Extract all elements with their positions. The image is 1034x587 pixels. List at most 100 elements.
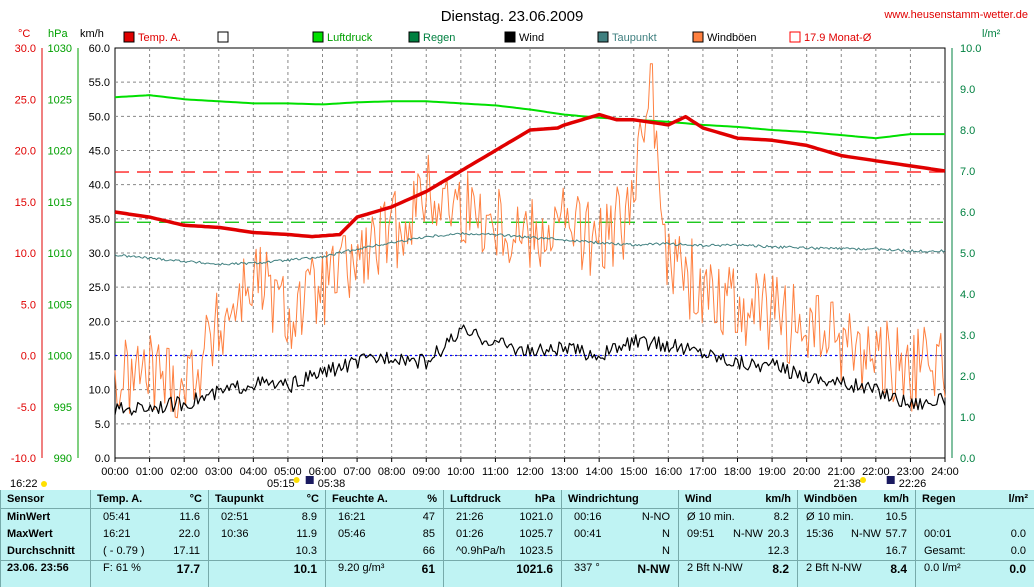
press-tick-label: 1030: [48, 43, 72, 55]
rain-tick-label: 5.0: [960, 248, 975, 260]
time-tick-label: 19:00: [758, 466, 786, 478]
stats-column: Feuchte A.% 16:21 47 05:46 85 66 9.20 g/m³ 61: [325, 490, 443, 587]
sun-marker-icon: [293, 477, 300, 483]
stats-column: Regen l/m² 00:01 0.0 Gesamt: 0.0 0.0 l/m² 0.0: [915, 490, 1034, 587]
stats-value: 8.2: [773, 511, 789, 523]
moon-marker-icon: [886, 476, 895, 484]
sun-time-label: 16:22: [10, 478, 38, 490]
stats-unit: km/h: [765, 493, 791, 505]
wind-unit-label: km/h: [80, 28, 104, 40]
stats-row-label: Durchschnitt: [7, 545, 75, 557]
temp-tick-label: 10.0: [15, 248, 36, 260]
time-tick-label: 01:00: [136, 466, 164, 478]
time-tick-label: 00:00: [101, 466, 129, 478]
stats-value: N: [662, 528, 670, 540]
stats-column: Wind km/h Ø 10 min. 8.2 09:51 N-NW 20.3 12.3 2 B…: [678, 490, 797, 587]
legend-swatch: [789, 31, 801, 43]
sun-time-label: 05:15: [267, 478, 295, 490]
stats-value: 0.0: [1009, 562, 1026, 576]
stats-value: 0.0: [1010, 528, 1026, 540]
legend-swatch: [692, 31, 704, 43]
stats-detail: 9.20 g/m³: [338, 562, 385, 574]
stats-value: 10.5: [885, 511, 907, 523]
stats-detail: F: 61 %: [103, 562, 141, 574]
press-tick-label: 990: [54, 453, 72, 465]
stats-column: Taupunkt °C 02:51 8.9 10:36 11.9 10.3 10.1: [208, 490, 325, 587]
wind-tick-label: 30.0: [89, 248, 110, 260]
temp-tick-label: -10.0: [11, 453, 36, 465]
stats-value: 16.7: [885, 545, 907, 557]
wind-tick-label: 40.0: [89, 180, 110, 192]
stats-detail: 05:46: [338, 528, 366, 540]
rain-tick-label: 0.0: [960, 453, 975, 465]
stats-detail: 05:41: [103, 511, 131, 523]
stats-header: Wind: [685, 493, 712, 505]
press-tick-label: 1000: [48, 351, 72, 363]
stats-column: Windrichtung 00:16 N-NO 00:41 N N 337 ° N-NW: [561, 490, 678, 587]
stats-detail: 0.0 l/m²: [924, 562, 961, 574]
chart-title: Dienstag. 23.06.2009: [441, 8, 584, 25]
time-tick-label: 03:00: [205, 466, 233, 478]
stats-value: N-NO: [641, 511, 670, 523]
stats-detail: 10:36: [221, 528, 249, 540]
sun-time-label: 05:38: [318, 478, 346, 490]
temp-unit-label: °C: [18, 28, 30, 40]
stats-value: 8.4: [890, 562, 907, 576]
legend-label: Luftdruck: [327, 32, 373, 44]
legend-label: Windböen: [707, 32, 757, 44]
time-tick-label: 12:00: [516, 466, 544, 478]
wind-tick-label: 10.0: [89, 385, 110, 397]
rain-tick-label: 3.0: [960, 330, 975, 342]
time-tick-label: 20:00: [793, 466, 821, 478]
time-tick-label: 16:00: [655, 466, 683, 478]
stats-header: Regen: [922, 493, 956, 505]
sun-marker-icon: [860, 477, 867, 483]
stats-detail: 00:16: [574, 511, 602, 523]
press-tick-label: 1015: [48, 197, 72, 209]
stats-detail: 21:26: [456, 511, 484, 523]
stats-header: Windböen: [804, 493, 858, 505]
time-tick-label: 02:00: [170, 466, 198, 478]
series-line-luftdruck: [114, 94, 945, 140]
time-tick-label: 06:00: [309, 466, 337, 478]
chart-legend: Temp. A. Luftdruck Regen Wind Taupunkt Windbö…: [123, 31, 872, 44]
press-tick-label: 1020: [48, 146, 72, 158]
legend-swatch: [408, 31, 420, 43]
time-tick-label: 18:00: [724, 466, 752, 478]
stats-value: 10.3: [295, 545, 317, 557]
rain-tick-label: 6.0: [960, 207, 975, 219]
rain-unit-label: l/m²: [982, 28, 1001, 40]
stats-value: 20.3: [767, 528, 789, 540]
stats-row-label: MinWert: [7, 511, 51, 523]
stats-header: Taupunkt: [215, 493, 264, 505]
wind-tick-label: 0.0: [95, 453, 110, 465]
stats-direction: N-NW: [851, 528, 881, 540]
stats-detail: Gesamt:: [924, 545, 966, 557]
website-url[interactable]: www.heusenstamm-wetter.de: [883, 9, 1028, 21]
stats-detail: 15:36: [806, 528, 834, 540]
stats-column: Sensor MinWert MaxWert Durchschnitt 23.06. 2…: [0, 490, 90, 587]
wind-tick-label: 15.0: [89, 351, 110, 363]
stats-detail: ^0.9hPa/h: [456, 545, 506, 557]
plot-area: [114, 47, 946, 459]
time-tick-label: 21:00: [827, 466, 855, 478]
stats-value: 1021.6: [516, 562, 553, 576]
stats-value: 22.0: [178, 528, 200, 540]
stats-value: 66: [422, 545, 435, 557]
series-line-taupunkt: [114, 232, 946, 266]
press-tick-label: 1005: [48, 299, 72, 311]
time-tick-label: 13:00: [551, 466, 579, 478]
weather-chart: Dienstag. 23.06.2009 www.heusenstamm-wet…: [10, 8, 1028, 490]
stats-value: 85: [422, 528, 435, 540]
stats-header: Feuchte A.: [332, 493, 388, 505]
series-line-tempa: [114, 112, 946, 239]
legend-swatch: [504, 31, 516, 43]
rain-tick-label: 7.0: [960, 166, 975, 178]
legend-label: Wind: [519, 32, 544, 44]
time-tick-label: 17:00: [689, 466, 717, 478]
stats-detail: 01:26: [456, 528, 484, 540]
temp-tick-label: 0.0: [21, 351, 36, 363]
stats-detail: 2 Bft N-NW: [806, 562, 862, 574]
stats-unit: hPa: [534, 493, 555, 505]
stats-direction: N-NW: [733, 528, 763, 540]
